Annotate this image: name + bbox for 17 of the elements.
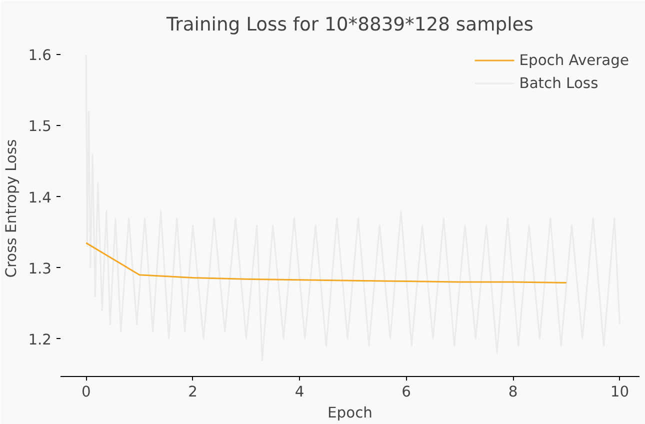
y-axis-title: Cross Entropy Loss [3, 139, 20, 278]
x-tick-label: 4 [294, 384, 304, 400]
x-tick-label: 8 [508, 384, 518, 400]
y-tick-label: 1.3 [28, 260, 52, 278]
y-tick-label: 1.6 [28, 47, 52, 64]
line-series [85, 242, 568, 284]
legend-label: Epoch Average [519, 52, 629, 68]
chart-title: Training Loss for 10*8839*128 samples [166, 14, 534, 36]
x-tick-label: 10 [610, 384, 630, 400]
legend-label: Batch Loss [519, 74, 598, 92]
y-tick-label: 1.5 [28, 118, 52, 136]
x-axis-title: Epoch [328, 404, 372, 422]
y-tick-label: 1.2 [28, 331, 52, 348]
y-tick-label: 1.4 [28, 189, 52, 206]
x-tick-label: 0 [81, 384, 91, 400]
x-tick-label: 6 [402, 384, 411, 400]
x-tick-label: 2 [188, 384, 198, 400]
